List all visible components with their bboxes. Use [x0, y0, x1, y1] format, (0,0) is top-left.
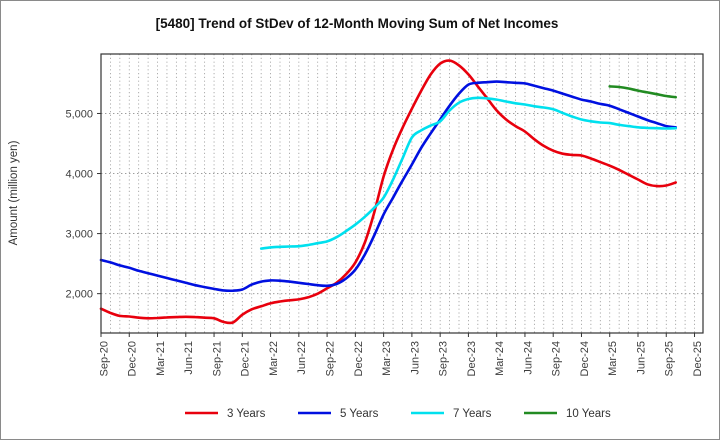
series-line-7-years: [259, 96, 677, 250]
x-tick-label: Jun-24: [522, 341, 534, 375]
legend-label-5-years: 5 Years: [340, 408, 379, 420]
x-tick-label: Sep-23: [438, 341, 450, 376]
y-tick-label: 3,000: [65, 229, 93, 241]
x-tick-label: Dec-20: [127, 341, 139, 376]
gridlines: [101, 54, 703, 333]
y-tick-label: 5,000: [65, 108, 93, 120]
x-tick-label: Sep-20: [98, 341, 110, 376]
series-line-3-years: [99, 59, 677, 325]
x-tick-label: Sep-21: [211, 341, 223, 376]
x-tick-label: Mar-23: [381, 341, 393, 376]
x-tick-label: Mar-24: [494, 341, 506, 376]
x-tick-label: Sep-22: [325, 341, 337, 376]
x-tick-label: Jun-22: [296, 341, 308, 375]
y-axis-title: Amount (million yen): [8, 140, 20, 245]
x-tick-label: Dec-25: [692, 341, 704, 376]
x-tick-label: Dec-21: [240, 341, 252, 376]
legend-label-3-years: 3 Years: [227, 408, 266, 420]
x-tick-label: Sep-25: [664, 341, 676, 376]
x-tick-label: Dec-22: [353, 341, 365, 376]
chart-title: [5480] Trend of StDev of 12-Month Moving…: [156, 16, 559, 31]
x-tick-label: Jun-21: [183, 341, 195, 375]
y-tick-label: 2,000: [65, 289, 93, 301]
legend-label-7-years: 7 Years: [453, 408, 492, 420]
series-line-5-years: [99, 80, 677, 293]
x-tick-label: Mar-22: [268, 341, 280, 376]
x-tick-label: Dec-23: [466, 341, 478, 376]
x-tick-label: Jun-23: [409, 341, 421, 375]
axis-ticks: 2,000 3,000 4,000 5,000 Sep-20 Dec-20 Mar-21 Ju…: [65, 108, 703, 376]
series-lines: [99, 59, 677, 325]
plot-border: [100, 53, 704, 334]
series-line-10-years: [608, 85, 677, 99]
x-tick-label: Jun-25: [635, 341, 647, 375]
x-tick-label: Mar-21: [155, 341, 167, 376]
x-tick-label: Dec-24: [579, 341, 591, 376]
legend-label-10-years: 10 Years: [566, 408, 611, 420]
legend: 3 Years 5 Years 7 Years 10 Years: [185, 408, 611, 420]
x-tick-label: Sep-24: [551, 341, 563, 376]
y-tick-label: 4,000: [65, 169, 93, 181]
x-tick-label: Mar-25: [607, 341, 619, 376]
